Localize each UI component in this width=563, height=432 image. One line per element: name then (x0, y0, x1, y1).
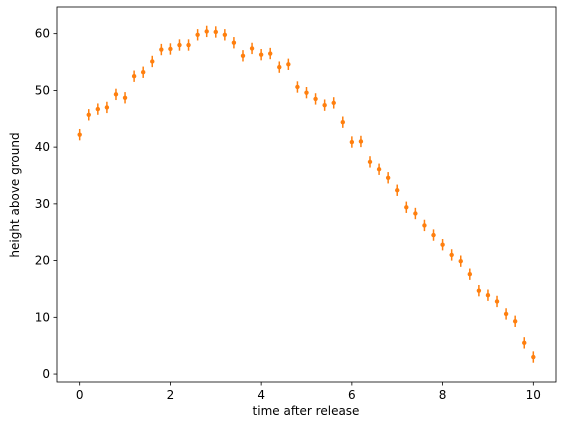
data-point (186, 42, 191, 48)
data-point (86, 112, 91, 117)
y-tick-label: 60 (35, 27, 50, 41)
data-point (295, 84, 300, 90)
data-point (177, 42, 182, 48)
data-point (277, 64, 282, 70)
x-tick-label: 10 (526, 388, 541, 402)
data-point (404, 205, 409, 210)
x-tick-label: 6 (348, 388, 356, 402)
data-point (122, 95, 128, 100)
data-point (395, 188, 400, 193)
data-point (249, 46, 255, 51)
data-point (449, 252, 454, 258)
data-point (349, 139, 355, 145)
y-tick-label: 10 (35, 310, 50, 324)
data-point (95, 106, 101, 112)
data-point (258, 52, 264, 57)
data-point (512, 319, 518, 324)
y-tick-label: 50 (35, 83, 50, 97)
data-point (104, 105, 110, 110)
y-axis-label: height above ground (8, 132, 22, 257)
data-point (150, 59, 155, 64)
data-point (77, 132, 82, 137)
data-point (195, 32, 200, 37)
y-tick-label: 30 (35, 197, 50, 211)
data-point (204, 29, 209, 34)
data-point (358, 139, 364, 144)
data-point (485, 292, 491, 298)
data-point (131, 74, 137, 79)
x-tick-label: 0 (76, 388, 84, 402)
data-point (376, 167, 382, 172)
data-point (422, 223, 427, 228)
data-point (322, 102, 327, 108)
data-point (385, 175, 391, 180)
data-point (140, 70, 146, 75)
data-point (304, 90, 309, 95)
data-point (168, 46, 173, 52)
data-point (431, 232, 436, 238)
data-point (494, 299, 500, 304)
data-point (222, 32, 228, 37)
plot-frame (56, 6, 557, 383)
data-point (522, 340, 527, 346)
data-point (531, 354, 536, 360)
data-point (159, 47, 164, 52)
data-point (340, 119, 345, 125)
x-tick-label: 8 (439, 388, 447, 402)
x-tick-label: 2 (167, 388, 175, 402)
data-point (476, 288, 482, 293)
data-point (231, 40, 237, 45)
data-point (440, 242, 445, 247)
y-tick-label: 40 (35, 140, 50, 154)
y-tick-label: 0 (42, 367, 50, 381)
data-point (458, 258, 463, 264)
data-point (367, 159, 373, 165)
data-point (268, 51, 273, 56)
data-point (503, 311, 509, 317)
data-point (240, 53, 246, 58)
data-point (331, 100, 336, 106)
data-point (286, 62, 291, 67)
y-tick-label: 20 (35, 254, 50, 268)
data-point (113, 92, 119, 97)
x-tick-label: 4 (257, 388, 265, 402)
data-point (413, 211, 418, 216)
data-point (213, 29, 218, 35)
x-axis-label: time after release (253, 404, 360, 418)
data-point (313, 96, 318, 102)
data-point (467, 272, 473, 277)
